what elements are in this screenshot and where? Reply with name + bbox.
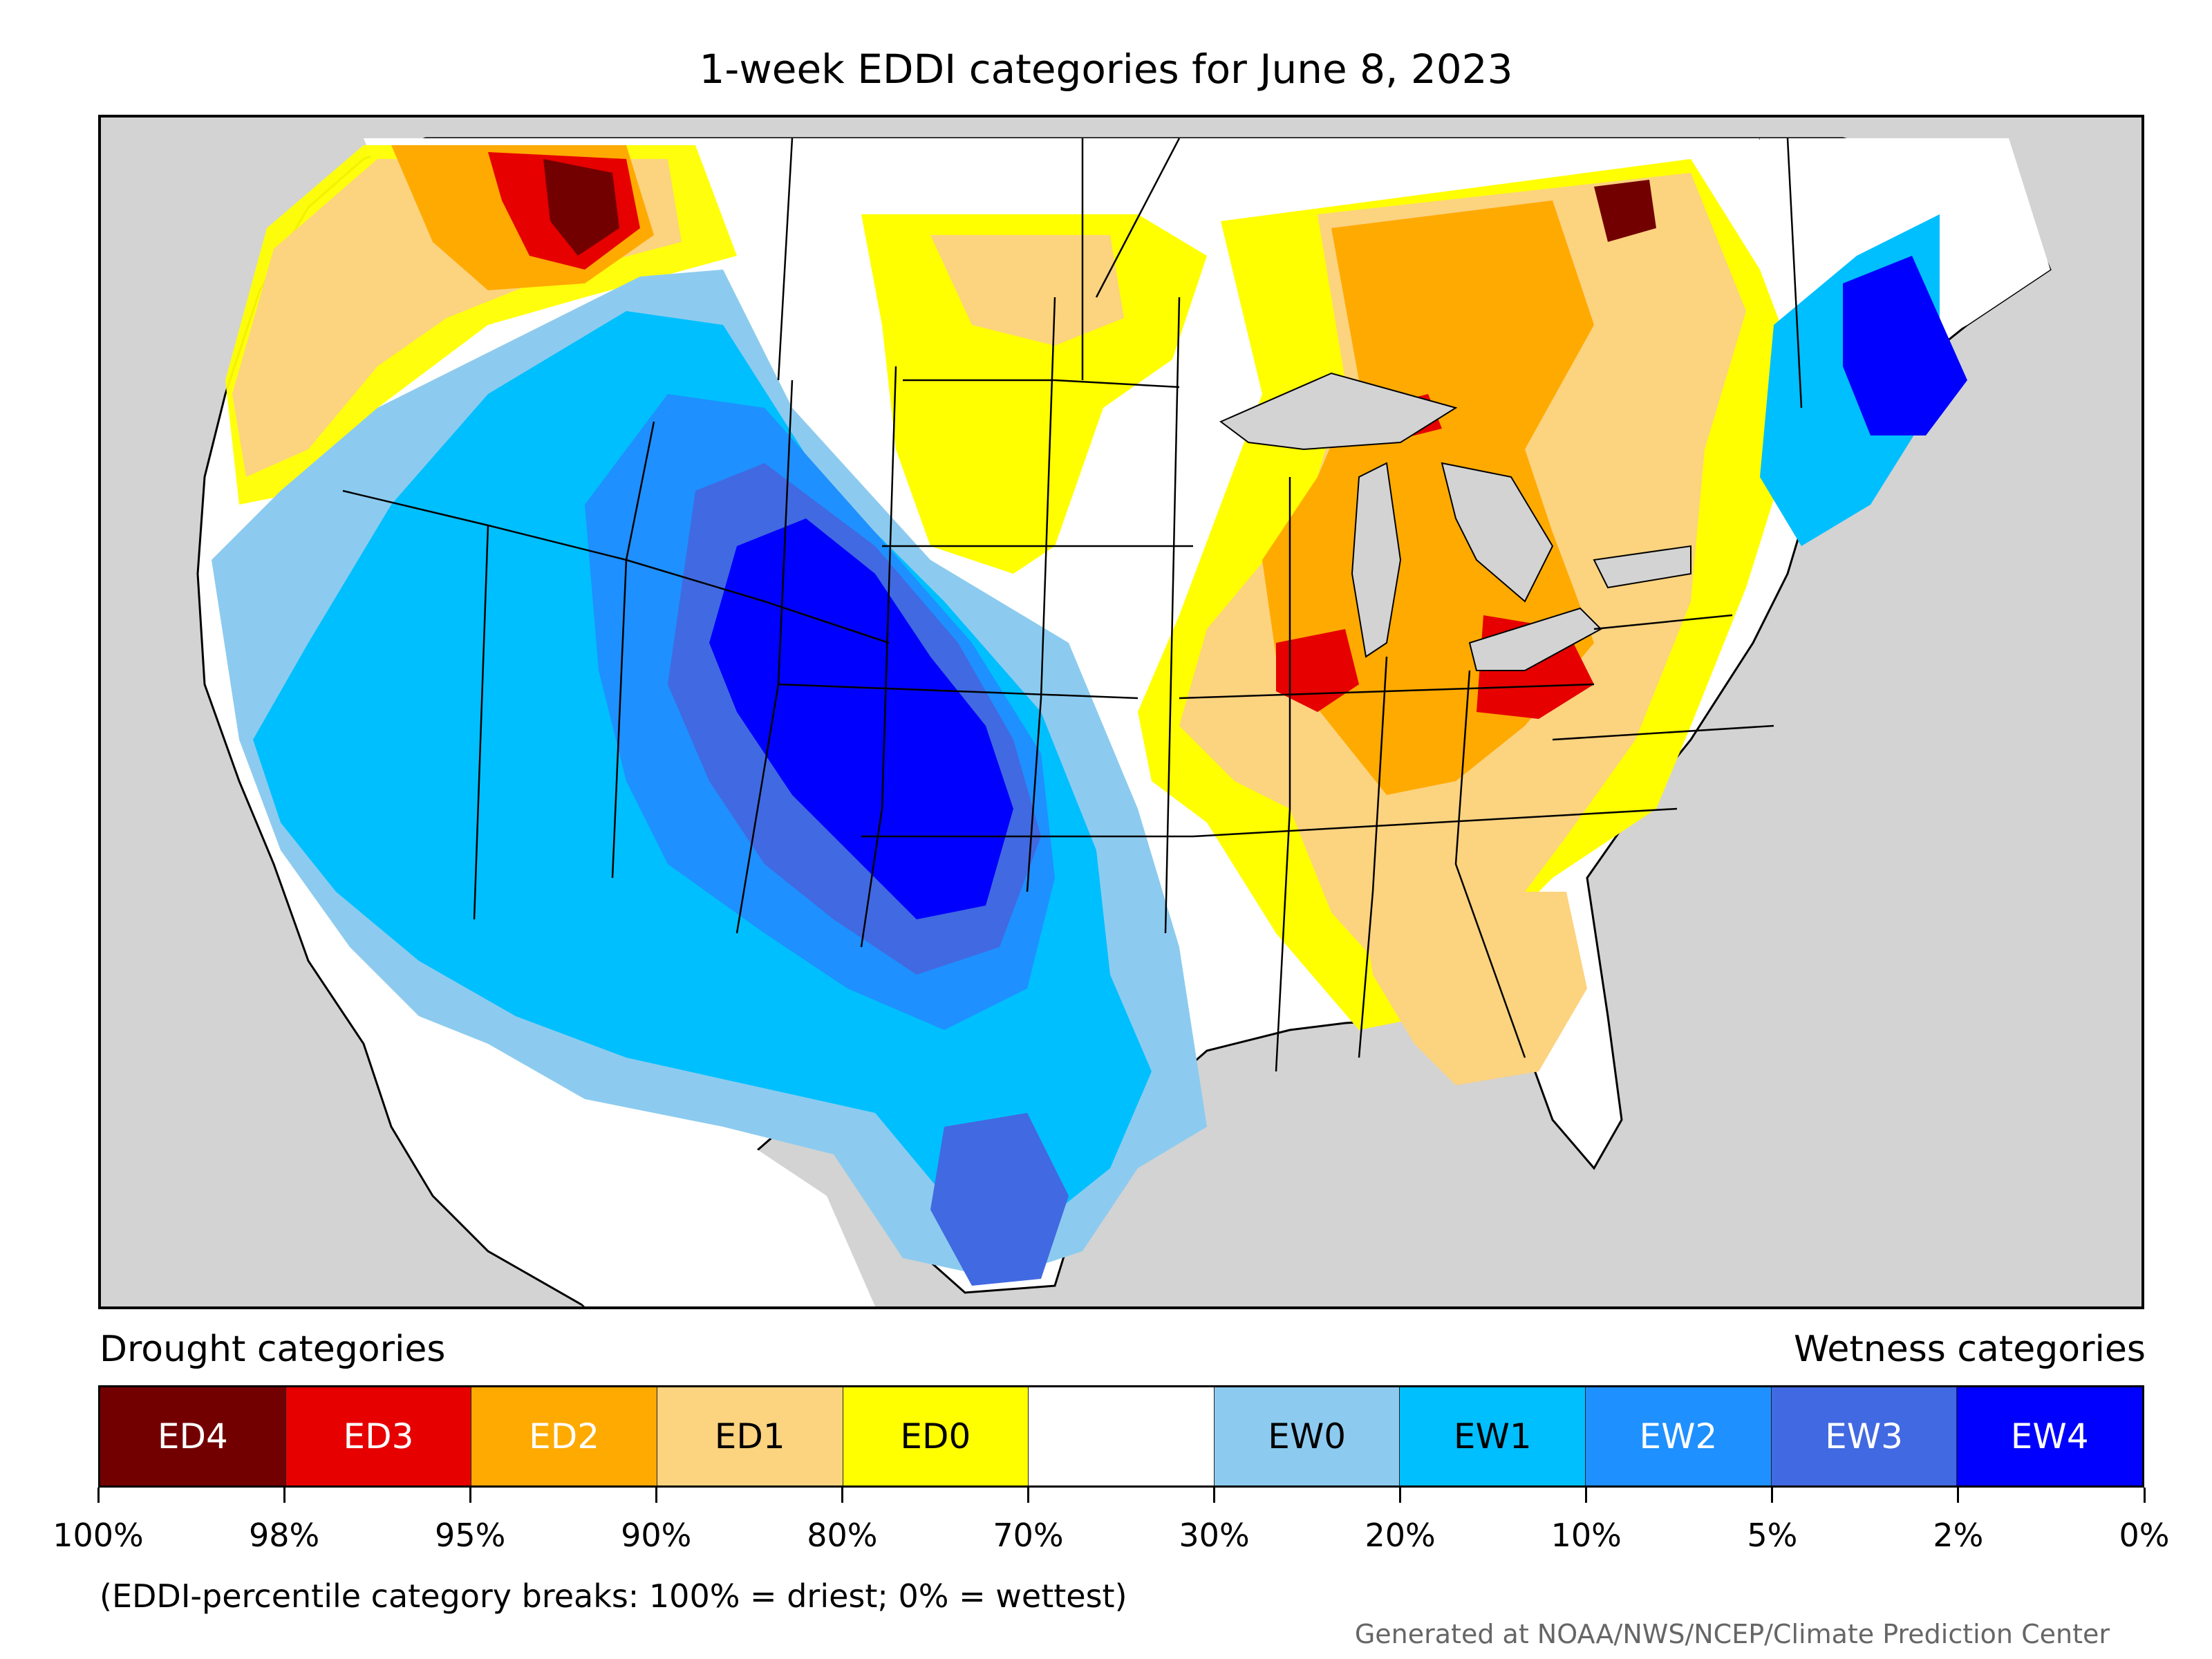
legend-break-label: 90% <box>621 1517 692 1554</box>
lake-huron <box>1441 462 1554 603</box>
region-ed4-pnw <box>543 159 619 256</box>
legend-break-label: 100% <box>53 1517 144 1554</box>
lake-ontario <box>1593 545 1691 589</box>
legend-tick <box>1399 1488 1402 1503</box>
legend-tick <box>2143 1488 2146 1503</box>
region-ew4-west <box>709 518 1013 919</box>
legend-box-neutral <box>1029 1387 1215 1485</box>
map-title: 1-week EDDI categories for June 8, 2023 <box>699 46 1513 93</box>
legend-box-ed2: ED2 <box>471 1387 657 1485</box>
wetness-categories-heading: Wetness categories <box>1794 1329 2146 1370</box>
legend-tick <box>97 1488 100 1503</box>
legend-break-label: 80% <box>807 1517 878 1554</box>
legend-ticks <box>97 1488 2146 1504</box>
region-ed1-plains <box>930 235 1124 346</box>
region-ed3-midwest-b <box>1276 629 1359 712</box>
legend-break-label: 2% <box>1933 1517 1984 1554</box>
legend-box-ed3: ED3 <box>285 1387 472 1485</box>
eddi-map <box>98 115 2144 1309</box>
legend-tick <box>841 1488 843 1503</box>
breaks-note: (EDDI-percentile category breaks: 100% =… <box>100 1577 1127 1615</box>
category-regions <box>212 145 1967 1286</box>
legend-break-label: 95% <box>435 1517 506 1554</box>
legend-break-label: 98% <box>248 1517 320 1554</box>
legend-box-ed1: ED1 <box>657 1387 843 1485</box>
legend-tick <box>655 1488 657 1503</box>
region-ew4-ne <box>1843 256 1967 435</box>
legend-break-label: 70% <box>993 1517 1064 1554</box>
legend-tick <box>283 1488 285 1503</box>
map-canvas <box>101 118 2141 1306</box>
region-ew3-texas <box>930 1113 1069 1286</box>
state-borders <box>342 138 1803 1072</box>
legend-break-label: 30% <box>1179 1517 1250 1554</box>
great-lakes <box>1219 372 1691 671</box>
region-ed1-southeast <box>1359 892 1587 1085</box>
legend-tick <box>1585 1488 1588 1503</box>
legend-break-label: 20% <box>1365 1517 1436 1554</box>
legend-box-ew1: EW1 <box>1400 1387 1586 1485</box>
legend-box-ed0: ED0 <box>843 1387 1029 1485</box>
lake-erie <box>1468 607 1602 671</box>
lake-michigan <box>1351 462 1402 658</box>
region-ed4-canada <box>1594 180 1656 242</box>
legend-box-ed4: ED4 <box>100 1387 286 1485</box>
drought-categories-heading: Drought categories <box>100 1329 446 1370</box>
legend-tick <box>1027 1488 1029 1503</box>
legend-break-label: 5% <box>1747 1517 1798 1554</box>
legend-box-ew2: EW2 <box>1586 1387 1772 1485</box>
legend-break-label: 0% <box>2119 1517 2170 1554</box>
credit-line: Generated at NOAA/NWS/NCEP/Climate Predi… <box>1354 1619 2110 1649</box>
category-legend: ED4 ED3 ED2 ED1 ED0 EW0 EW1 EW2 EW3 EW4 <box>98 1385 2144 1488</box>
legend-tick <box>1957 1488 1960 1503</box>
legend-box-ew0: EW0 <box>1214 1387 1400 1485</box>
legend-tick <box>1213 1488 1216 1503</box>
legend-tick <box>1771 1488 1774 1503</box>
legend-box-ew4: EW4 <box>1957 1387 2143 1485</box>
lake-superior <box>1219 372 1458 451</box>
legend-break-label: 10% <box>1550 1517 1622 1554</box>
legend-box-ew3: EW3 <box>1771 1387 1958 1485</box>
legend-tick <box>469 1488 471 1503</box>
